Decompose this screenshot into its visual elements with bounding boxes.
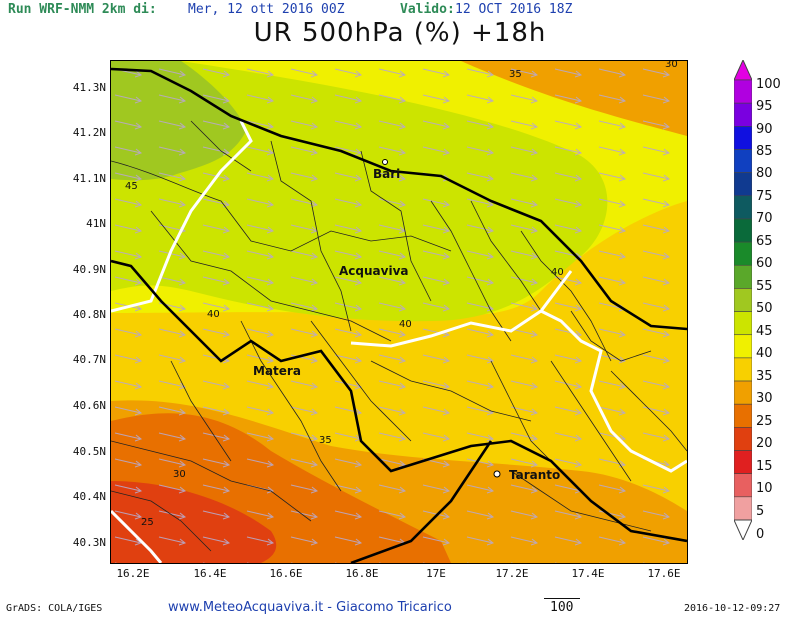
colorbar-segment <box>734 450 752 474</box>
colorbar-segment <box>734 311 752 336</box>
contour-label-40-b: 40 <box>207 309 220 320</box>
lon-label-16-6: 16.6E <box>269 567 303 580</box>
colorbar-label-80: 80 <box>756 166 773 181</box>
contour-label-25: 25 <box>141 517 154 528</box>
city-taranto-marker: Taranto <box>493 468 560 482</box>
lat-label-40-5: 40.5N <box>72 445 106 458</box>
contour-label-40-a: 40 <box>551 267 564 278</box>
colorbar-label-85: 85 <box>756 144 773 159</box>
coastline <box>111 67 687 563</box>
region-boundaries <box>111 120 687 563</box>
lon-label-17-6: 17.6E <box>647 567 681 580</box>
map-canvas: 45 40 40 40 35 35 30 30 25 Bari Acquaviv… <box>111 61 687 563</box>
lat-label-40-6: 40.6N <box>72 399 106 412</box>
lat-label-41-3: 41.3N <box>72 81 106 94</box>
vector-reference-value: 100 <box>550 600 574 615</box>
contour-label-35-a: 35 <box>509 69 522 80</box>
city-label-taranto: Taranto <box>509 468 560 482</box>
colorbar-segment <box>734 427 752 451</box>
valid-label: Valido: <box>400 2 455 17</box>
timestamp: 2016-10-12-09:27 <box>684 603 781 614</box>
lat-label-40-4: 40.4N <box>72 490 106 503</box>
colorbar-label-5: 5 <box>756 504 765 519</box>
map-title: UR 500hPa (%) +18h <box>253 18 547 48</box>
wind-vectors <box>111 61 687 563</box>
colorbar-segment <box>734 496 752 521</box>
lon-label-16-2: 16.2E <box>116 567 150 580</box>
valid-date: 12 OCT 2016 18Z <box>455 2 573 17</box>
lon-label-16-8: 16.8E <box>345 567 379 580</box>
municipal-boundaries <box>111 120 687 552</box>
city-label-bari: Bari <box>373 167 400 181</box>
colorbar-label-55: 55 <box>756 279 773 294</box>
colorbar-segment <box>734 172 752 197</box>
colorbar-segment <box>734 288 752 312</box>
colorbar-bottom-triangle <box>734 519 752 540</box>
colorbar-label-15: 15 <box>756 459 773 474</box>
colorbar-segment <box>734 126 752 150</box>
colorbar-svg <box>734 60 752 540</box>
colorbar-segment <box>734 241 752 266</box>
contour-label-30-b: 30 <box>173 469 186 480</box>
colorbar-segment <box>734 195 752 220</box>
colorbar-label-45: 45 <box>756 324 773 339</box>
lon-label-16-4: 16.4E <box>193 567 227 580</box>
colorbar-label-40: 40 <box>756 346 773 361</box>
vector-reference-arrow <box>544 598 580 599</box>
lat-label-40-8: 40.8N <box>72 308 106 321</box>
colorbar-label-50: 50 <box>756 301 773 316</box>
lat-label-40-9: 40.9N <box>72 263 106 276</box>
run-date: Mer, 12 ott 2016 00Z <box>188 2 345 17</box>
colorbar-label-100: 100 <box>756 77 781 92</box>
lon-label-17-4: 17.4E <box>571 567 605 580</box>
colorbar-label-70: 70 <box>756 211 773 226</box>
contour-label-40-c: 40 <box>399 319 412 330</box>
humidity-map: 45 40 40 40 35 35 30 30 25 Bari Acquaviv… <box>110 60 688 564</box>
colorbar-label-65: 65 <box>756 234 773 249</box>
contour-label-35-b: 35 <box>319 435 332 446</box>
colorbar-label-0: 0 <box>756 527 765 542</box>
lat-label-41-1: 41.1N <box>72 172 106 185</box>
city-matera-marker: Matera <box>253 364 301 378</box>
colorbar-label-20: 20 <box>756 436 773 451</box>
colorbar-segment <box>734 473 752 498</box>
grads-credit: GrADS: COLA/IGES <box>6 603 103 614</box>
colorbar-segment <box>734 218 752 243</box>
contour-label-30-a: 30 <box>665 61 678 70</box>
lon-label-17-0: 17E <box>426 567 446 580</box>
colorbar-label-60: 60 <box>756 256 773 271</box>
colorbar-segment <box>734 334 752 359</box>
colorbar-top-triangle <box>734 60 752 81</box>
lon-label-17-2: 17.2E <box>495 567 529 580</box>
city-acquaviva-marker: Acquaviva <box>339 264 409 278</box>
colorbar-segment <box>734 380 752 405</box>
colorbar-label-90: 90 <box>756 122 773 137</box>
colorbar-segment <box>734 79 752 104</box>
lat-label-41-0: 41N <box>86 217 106 230</box>
colorbar-label-30: 30 <box>756 391 773 406</box>
run-label: Run WRF-NMM 2km di: <box>8 2 157 17</box>
lat-label-40-7: 40.7N <box>72 353 106 366</box>
city-label-matera: Matera <box>253 364 301 378</box>
colorbar-label-35: 35 <box>756 369 773 384</box>
colorbar-segment <box>734 357 752 382</box>
colorbar-label-10: 10 <box>756 481 773 496</box>
colorbar-segment <box>734 403 752 428</box>
city-label-acquaviva: Acquaviva <box>339 264 409 278</box>
contour-label-45: 45 <box>125 181 138 192</box>
colorbar-segment <box>734 149 752 173</box>
site-credit: www.MeteoAcquaviva.it - Giacomo Tricaric… <box>168 600 452 615</box>
colorbar-segment <box>734 264 752 289</box>
colorbar-label-25: 25 <box>756 414 773 429</box>
lat-label-40-3: 40.3N <box>72 536 106 549</box>
colorbar-label-95: 95 <box>756 99 773 114</box>
colorbar-label-75: 75 <box>756 189 773 204</box>
city-bari-marker: Bari <box>373 159 400 181</box>
colorbar-segment <box>734 102 752 127</box>
lat-label-41-2: 41.2N <box>72 126 106 139</box>
colorbar <box>734 60 752 540</box>
